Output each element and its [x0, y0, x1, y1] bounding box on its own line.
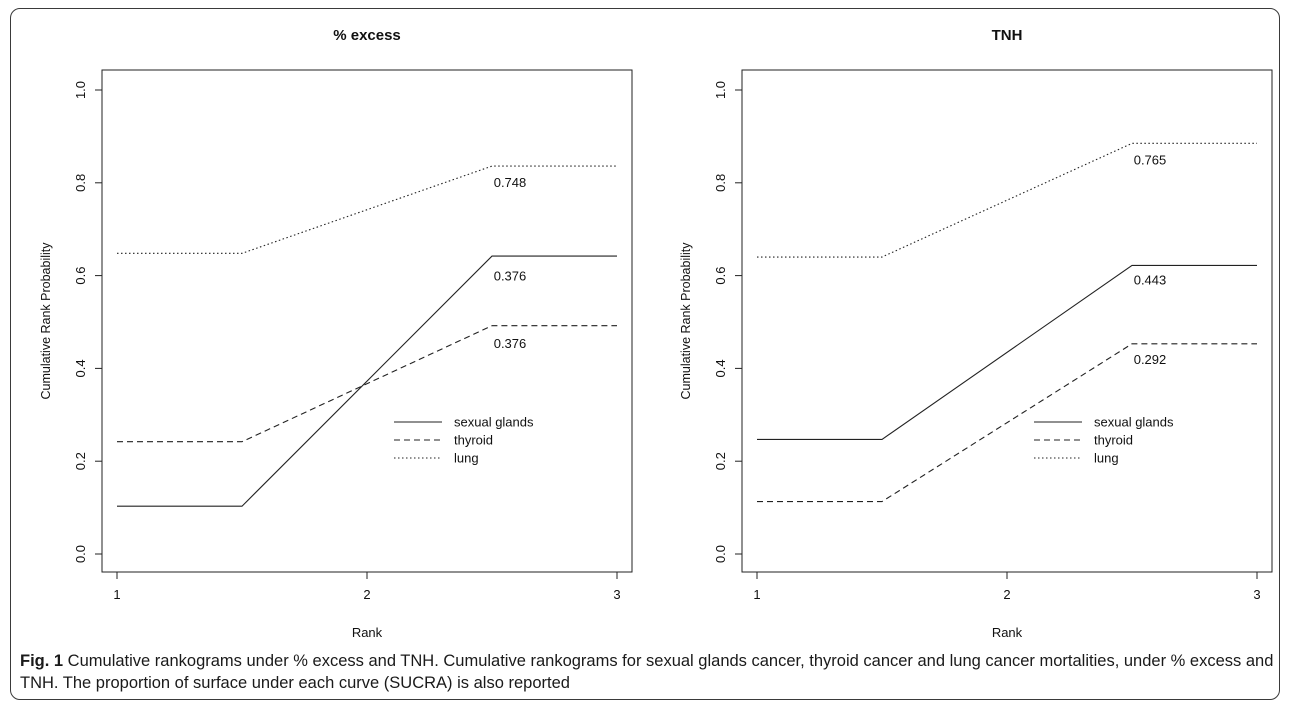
chart1-y-tick-label: 0.6: [73, 267, 88, 285]
chart1-legend-label: lung: [454, 451, 479, 466]
chart1-series-line-sexual-glands: [117, 255, 617, 507]
chart1-x-tick-label: 1: [113, 587, 120, 602]
chart2-plot-border: [741, 69, 1273, 573]
chart2-sucra-label: 0.292: [1134, 352, 1167, 367]
chart1-y-tick-label: 0.4: [73, 359, 88, 377]
chart1-x-tick-label: 2: [363, 587, 370, 602]
chart1-plot-border: [101, 69, 633, 573]
chart2-legend-label: lung: [1094, 451, 1119, 466]
chart1-legend-label: sexual glands: [454, 415, 534, 430]
chart2-sucra-label: 0.443: [1134, 272, 1167, 287]
chart2-x-axis-label: Rank: [992, 625, 1023, 640]
chart1-series-line-thyroid: [117, 325, 617, 443]
figure-caption: Fig. 1 Cumulative rankograms under % exc…: [20, 650, 1275, 694]
chart-percent-excess: % excess 1 2 3 Rank 0.0 0.2 0.4 0.6 0.8 1.0 Cumulat…: [39, 27, 633, 640]
chart1-x-tick-label: 3: [613, 587, 620, 602]
chart2-sucra-label: 0.765: [1134, 153, 1167, 168]
chart2-y-tick-label: 0.6: [713, 267, 728, 285]
chart2-x-tick-label: 3: [1253, 587, 1260, 602]
chart1-y-tick-label: 0.2: [73, 452, 88, 470]
chart1-title: % excess: [333, 27, 401, 44]
chart2-title: TNH: [992, 27, 1023, 44]
caption-label: Fig. 1: [20, 652, 64, 670]
figure-frame: [10, 8, 1280, 700]
chart1-y-axis-label: Cumulative Rank Probability: [39, 242, 53, 400]
chart1-sucra-label: 0.376: [494, 336, 527, 351]
chart2-y-tick-label: 0.8: [713, 174, 728, 192]
chart1-y-tick-label: 1.0: [73, 81, 88, 99]
chart2-y-tick-label: 0.2: [713, 452, 728, 470]
chart1-sucra-label: 0.748: [494, 175, 527, 190]
chart2-legend-label: sexual glands: [1094, 415, 1174, 430]
chart2-y-tick-label: 0.4: [713, 359, 728, 377]
chart2-y-tick-label: 0.0: [713, 545, 728, 563]
chart1-series-line-lung: [117, 165, 617, 254]
chart1-y-tick-label: 0.8: [73, 174, 88, 192]
chart1-sucra-label: 0.376: [494, 269, 527, 284]
chart2-series-line-sexual-glands: [757, 264, 1257, 440]
chart2-series-line-thyroid: [757, 343, 1257, 503]
chart2-x-tick-label: 1: [753, 587, 760, 602]
chart-tnh: TNH 1 2 3 Rank 0.0 0.2 0.4 0.6 0.8 1.0 Cumulative R…: [679, 27, 1273, 640]
chart2-y-axis-label: Cumulative Rank Probability: [679, 242, 693, 400]
chart2-legend-label: thyroid: [1094, 433, 1133, 448]
chart1-legend-label: thyroid: [454, 433, 493, 448]
caption-text: Cumulative rankograms under % excess and…: [20, 652, 1274, 692]
chart1-y-tick-label: 0.0: [73, 545, 88, 563]
chart2-y-tick-label: 1.0: [713, 81, 728, 99]
chart2-series-line-lung: [757, 142, 1257, 258]
chart2-x-tick-label: 2: [1003, 587, 1010, 602]
chart1-x-axis-label: Rank: [352, 625, 383, 640]
